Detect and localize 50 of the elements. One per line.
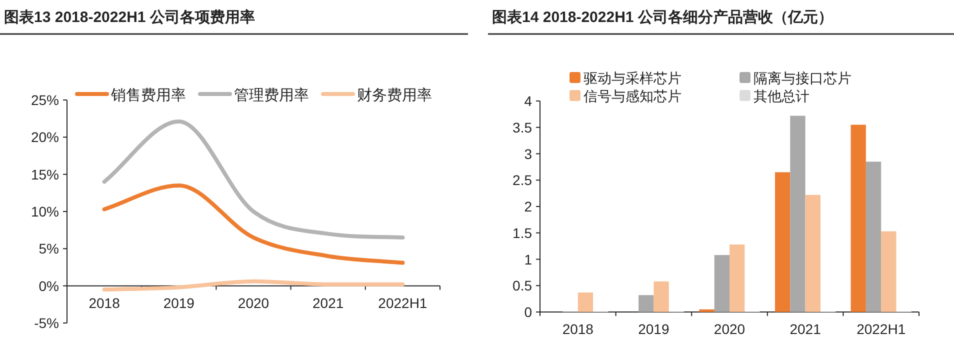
bar — [699, 309, 714, 312]
y-tick-label: 3.5 — [512, 119, 532, 136]
legend-label: 信号与感知芯片 — [584, 88, 682, 104]
legend-label: 其他总计 — [754, 88, 810, 104]
y-tick-label: 10% — [30, 204, 59, 220]
y-tick-label: 25% — [30, 92, 59, 108]
y-tick-label: -5% — [34, 315, 59, 331]
legend-label: 隔离与接口芯片 — [754, 70, 852, 86]
x-tick-label: 2022H1 — [856, 321, 906, 337]
bar — [866, 162, 882, 312]
y-tick-label: 3 — [524, 146, 532, 162]
legend-label: 管理费用率 — [234, 87, 309, 104]
line-series — [102, 279, 405, 292]
bar — [730, 244, 745, 312]
x-tick-label: 2022H1 — [378, 294, 428, 311]
line-series — [102, 120, 405, 240]
x-tick-label: 2021 — [790, 321, 822, 337]
x-tick-label: 2018 — [562, 321, 594, 337]
bar — [881, 231, 896, 312]
legend-label: 销售费用率 — [110, 87, 186, 104]
y-tick-label: 2.5 — [512, 172, 532, 188]
x-tick-label: 2019 — [638, 321, 670, 337]
bar — [654, 281, 669, 312]
y-tick-label: 5% — [38, 240, 59, 257]
y-tick-label: 20% — [30, 129, 59, 146]
bar — [774, 172, 790, 312]
bar — [850, 124, 866, 312]
x-tick-label: 2020 — [714, 321, 746, 337]
legend-label: 财务费用率 — [357, 87, 432, 104]
legend-label: 驱动与采样芯片 — [584, 70, 682, 86]
y-tick-label: 4 — [524, 93, 532, 109]
bar — [790, 116, 806, 312]
y-tick-label: 2 — [524, 198, 532, 214]
chart-title: 图表14 2018-2022H1 公司各细分产品营收（亿元） — [492, 9, 833, 26]
y-tick-label: 1 — [524, 251, 532, 268]
y-tick-label: 1.5 — [512, 224, 532, 241]
bar — [805, 194, 820, 312]
x-tick-label: 2018 — [88, 294, 120, 311]
x-tick-label: 2019 — [163, 294, 195, 311]
chart-title: 图表13 2018-2022H1 公司各项费用率 — [4, 8, 255, 26]
x-tick-label: 2021 — [312, 294, 344, 311]
y-tick-label: 0 — [524, 304, 532, 320]
x-tick-label: 2020 — [238, 294, 270, 311]
y-tick-label: 15% — [30, 166, 59, 182]
bar — [638, 295, 654, 312]
bar — [714, 255, 730, 312]
bar — [578, 292, 594, 312]
y-tick-label: 0% — [38, 278, 59, 294]
y-tick-label: 0.5 — [512, 278, 532, 294]
line-series — [102, 183, 405, 265]
